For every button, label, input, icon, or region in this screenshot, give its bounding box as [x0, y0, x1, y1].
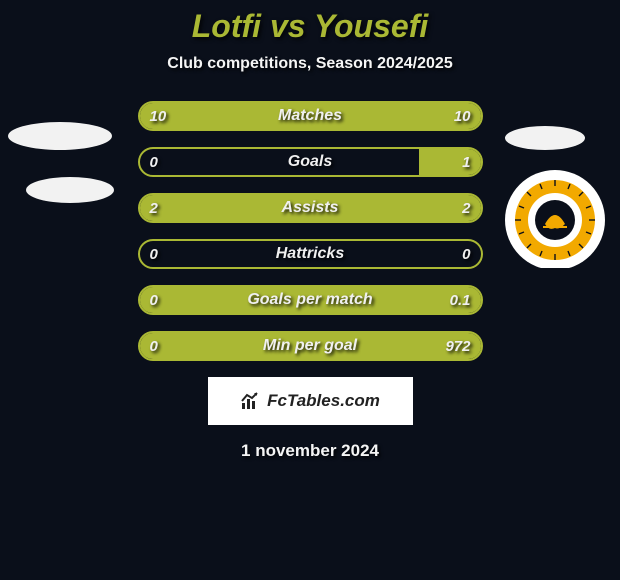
stat-label: Goals [140, 149, 481, 175]
stat-label: Goals per match [140, 287, 481, 313]
page-title: Lotfi vs Yousefi [0, 0, 620, 45]
stat-bar: 22Assists [138, 193, 483, 223]
chart-icon [240, 391, 264, 411]
ellipse-bottom-icon [26, 177, 114, 203]
stat-bar: 01Goals [138, 147, 483, 177]
stat-label: Hattricks [140, 241, 481, 267]
stat-label: Matches [140, 103, 481, 129]
ellipse-top-icon [8, 122, 112, 150]
subtitle: Club competitions, Season 2024/2025 [0, 55, 620, 73]
stat-bar: 1010Matches [138, 101, 483, 131]
stat-label: Assists [140, 195, 481, 221]
right-team-badge [505, 118, 615, 273]
watermark-text: FcTables.com [267, 391, 380, 411]
stat-label: Min per goal [140, 333, 481, 359]
stats-bars-container: 1010Matches 01Goals 22Assists 00Hattricks 00… [138, 101, 483, 361]
stat-bar: 00.1Goals per match [138, 285, 483, 315]
watermark: FcTables.com [208, 377, 413, 425]
stat-bar: 0972Min per goal [138, 331, 483, 361]
stat-bar: 00Hattricks [138, 239, 483, 269]
club-crest-icon [505, 170, 605, 268]
date-label: 1 november 2024 [0, 441, 620, 461]
left-team-badge [5, 118, 120, 213]
ellipse-small-icon [505, 126, 585, 150]
